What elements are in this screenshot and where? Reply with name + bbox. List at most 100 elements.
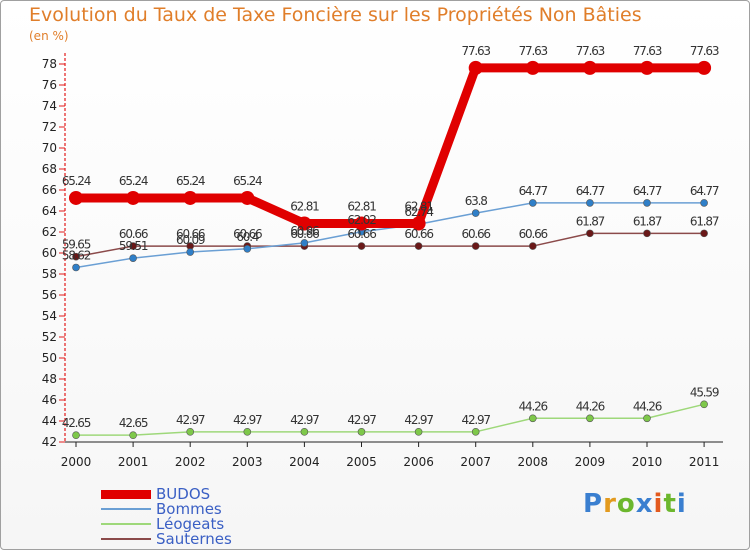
logo-letter: P <box>583 489 604 519</box>
logo-letter: t <box>663 489 677 519</box>
sauternes-value-label: 61.87 <box>633 214 662 228</box>
sauternes-value-label: 60.66 <box>462 227 491 241</box>
leogeats-value-label: 42.65 <box>119 416 148 430</box>
leogeats-value-label: 42.97 <box>176 413 205 427</box>
y-tick-label: 54 <box>42 309 57 323</box>
bommes-point <box>643 199 651 207</box>
y-tick-label: 48 <box>42 372 57 386</box>
sauternes-point <box>586 229 594 238</box>
y-tick-label: 72 <box>42 120 57 134</box>
budos-point <box>525 60 540 75</box>
budos-point <box>183 190 198 205</box>
y-tick-label: 76 <box>42 78 57 92</box>
budos-point <box>468 60 483 75</box>
leogeats-point <box>72 431 80 439</box>
leogeats-line <box>76 403 705 436</box>
leogeats-point <box>243 428 252 436</box>
budos-point <box>240 190 255 205</box>
bommes-value-label: 64.77 <box>690 184 719 198</box>
axes: 42 44 46 48 50 52 54 56 58 60 62 64 66 68 70 72 74 76 78 20… <box>42 53 723 469</box>
budos-value-label: 62.81 <box>347 199 376 213</box>
bommes-value-label: 60.4 <box>236 230 258 244</box>
budos-point <box>69 190 83 205</box>
y-tick-label: 70 <box>42 141 57 155</box>
sauternes-point <box>414 242 423 250</box>
leogeats-point <box>414 428 423 436</box>
data-labels: 65.24 65.24 65.24 65.24 62.81 62.81 62.81 77.63… <box>62 44 720 430</box>
logo-letter: i <box>653 489 664 519</box>
leogeats-point <box>700 400 708 409</box>
leogeats-value-label: 42.97 <box>233 413 262 427</box>
leogeats-value-label: 42.97 <box>290 413 319 427</box>
chart-title: Evolution du Taux de Taxe Foncière sur l… <box>29 4 642 26</box>
x-tick-label: 2009 <box>575 455 606 469</box>
budos-line <box>76 63 705 228</box>
leogeats-value-label: 44.26 <box>633 399 662 413</box>
bommes-value-label: 62.02 <box>347 213 376 227</box>
x-tick-label: 2001 <box>118 455 149 469</box>
leogeats-point <box>643 414 651 423</box>
leogeats-value-label: 42.97 <box>404 413 433 427</box>
bommes-point <box>700 199 708 207</box>
budos-point <box>640 60 654 75</box>
y-unit-label: (en %) <box>29 29 69 43</box>
bommes-point <box>471 209 480 217</box>
leogeats-value-label: 42.97 <box>347 413 376 427</box>
sauternes-value-label: 61.87 <box>690 214 719 228</box>
sauternes-point <box>700 229 708 238</box>
legend-label: Sauternes <box>156 530 232 548</box>
budos-value-label: 77.63 <box>576 44 605 58</box>
leogeats-value-label: 44.26 <box>576 399 605 413</box>
logo-letter: x <box>635 489 654 519</box>
y-tick-label: 46 <box>42 393 57 407</box>
y-tick-label: 52 <box>42 330 57 344</box>
legend-swatch <box>101 489 151 499</box>
sauternes-value-label: 59.65 <box>62 238 91 252</box>
bommes-value-label: 60.09 <box>176 233 205 247</box>
sauternes-line <box>75 232 705 258</box>
bommes-point <box>528 199 537 207</box>
y-tick-label: 56 <box>42 288 57 302</box>
sauternes-value-label: 60.66 <box>347 227 376 241</box>
bommes-value-label: 63.8 <box>465 194 487 208</box>
sauternes-value-label: 61.87 <box>576 214 605 228</box>
leogeats-point <box>129 431 137 439</box>
sauternes-point <box>357 242 366 250</box>
sauternes-point <box>471 242 480 250</box>
budos-value-label: 65.24 <box>119 174 148 188</box>
leogeats-point <box>528 414 537 423</box>
leogeats-value-label: 42.97 <box>462 413 491 427</box>
legend-swatch <box>101 523 151 525</box>
bommes-value-label: 64.77 <box>519 184 548 198</box>
bommes-point <box>586 199 594 207</box>
logo-letter: o <box>616 489 636 519</box>
y-tick-label: 62 <box>42 225 57 239</box>
legend-label: Léogeats <box>156 515 225 533</box>
budos-value-label: 77.63 <box>462 44 491 58</box>
x-tick-label: 2003 <box>232 455 263 469</box>
sauternes-point <box>72 252 80 261</box>
budos-point <box>126 190 141 205</box>
y-tick-label: 78 <box>42 57 57 71</box>
leogeats-point <box>471 428 480 436</box>
budos-point <box>354 216 369 231</box>
bommes-line <box>75 202 705 269</box>
budos-point <box>697 60 712 75</box>
budos-point <box>297 216 312 231</box>
sauternes-point <box>643 229 651 238</box>
x-tick-label: 2004 <box>289 455 320 469</box>
sauternes-value-label: 60.66 <box>233 227 262 241</box>
bommes-point <box>243 245 252 253</box>
y-tick-label: 66 <box>42 183 57 197</box>
bommes-point <box>129 254 137 262</box>
y-tick-label: 58 <box>42 267 57 281</box>
legend-swatch <box>101 538 151 540</box>
bommes-value-label: 64.77 <box>633 184 662 198</box>
x-tick-label: 2010 <box>632 455 663 469</box>
leogeats-value-label: 45.59 <box>690 385 719 399</box>
leogeats-point <box>586 414 594 423</box>
y-tick-label: 60 <box>42 246 57 260</box>
x-tick-label: 2008 <box>518 455 549 469</box>
legend-label: Bommes <box>156 500 222 518</box>
